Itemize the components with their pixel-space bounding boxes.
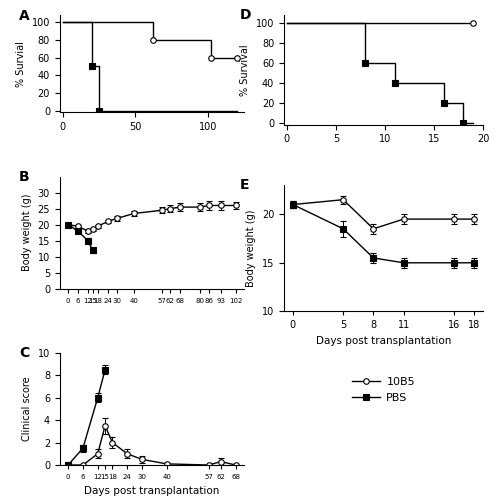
Y-axis label: % Survival: % Survival bbox=[240, 44, 250, 96]
X-axis label: Days post transplantation: Days post transplantation bbox=[84, 486, 220, 496]
Y-axis label: % Survial: % Survial bbox=[16, 41, 26, 86]
Text: E: E bbox=[240, 178, 249, 192]
Legend: 10B5, PBS: 10B5, PBS bbox=[352, 378, 415, 403]
Y-axis label: Clinical score: Clinical score bbox=[22, 376, 32, 442]
Text: B: B bbox=[19, 170, 30, 184]
Text: D: D bbox=[240, 8, 251, 22]
Text: C: C bbox=[19, 346, 29, 360]
X-axis label: Days post transplantation: Days post transplantation bbox=[316, 336, 451, 346]
Y-axis label: Body weight (g): Body weight (g) bbox=[22, 194, 32, 272]
Y-axis label: Body weight (g): Body weight (g) bbox=[246, 210, 256, 287]
Text: A: A bbox=[19, 9, 30, 23]
